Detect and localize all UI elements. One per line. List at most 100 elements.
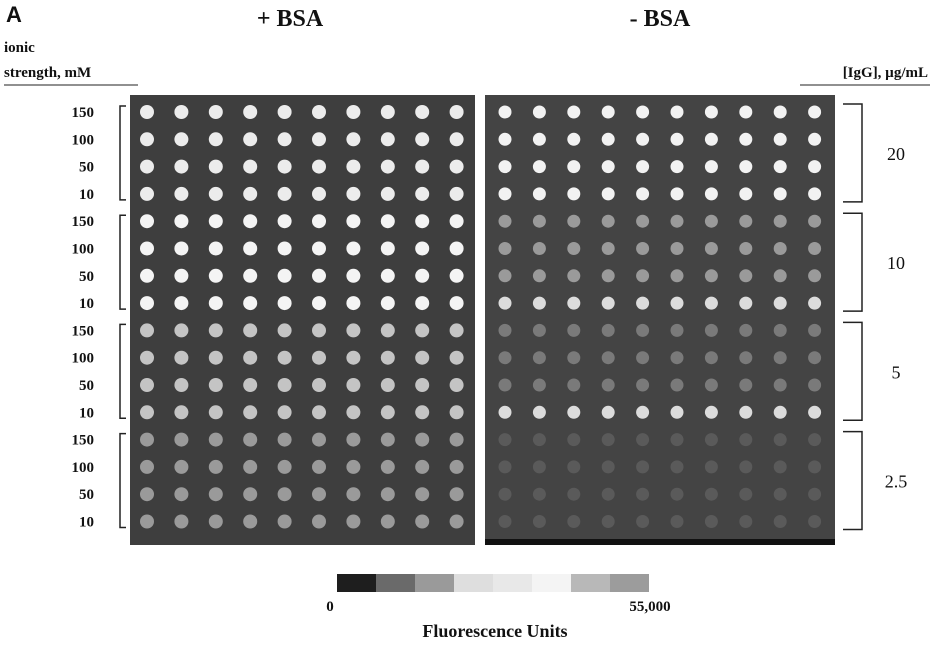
left-axis-label: strength, mM [4, 65, 91, 81]
spot [415, 350, 430, 365]
spot [773, 405, 787, 419]
spot [567, 296, 581, 310]
row-label: 10 [79, 296, 94, 312]
spot [601, 187, 615, 201]
spot [449, 132, 464, 147]
spot [415, 405, 430, 420]
spot [346, 186, 361, 201]
colorbar-title: Fluorescence Units [422, 621, 567, 641]
group-label: 5 [892, 362, 901, 382]
spot [243, 350, 258, 365]
spot [312, 487, 326, 502]
spot [415, 432, 430, 447]
spot [808, 214, 822, 228]
spot [704, 378, 718, 392]
spot [739, 405, 753, 419]
spot [532, 515, 546, 528]
spot [174, 459, 189, 474]
row-label: 10 [79, 515, 94, 531]
spot [636, 132, 650, 146]
panel-title: + BSA [257, 6, 324, 32]
left-axis-label: ionic [4, 40, 35, 56]
spot [346, 323, 361, 338]
spot [312, 459, 326, 474]
bracket [843, 103, 863, 203]
spot [346, 405, 361, 420]
spot [808, 433, 822, 447]
spot [312, 186, 326, 201]
spot [140, 296, 154, 311]
spot [739, 214, 753, 228]
spot [808, 323, 822, 337]
spot [773, 214, 787, 228]
spot [312, 378, 326, 392]
spot [808, 515, 822, 528]
spot [636, 351, 650, 365]
spot [208, 132, 223, 147]
spot [670, 269, 684, 283]
spot [498, 487, 512, 501]
spot [380, 241, 395, 256]
spot [498, 132, 512, 146]
spot [380, 405, 395, 420]
spot [567, 323, 581, 337]
spot [174, 214, 189, 229]
spot [808, 242, 822, 255]
spot [243, 214, 258, 229]
spot [380, 214, 395, 229]
spot [208, 405, 223, 420]
spot [243, 459, 258, 474]
bracket [843, 321, 863, 422]
spot [498, 351, 512, 365]
spot [739, 242, 753, 255]
group-label: 2.5 [885, 472, 908, 492]
spot [532, 487, 546, 501]
spot [773, 433, 787, 447]
spot [346, 350, 361, 365]
row-label: 50 [79, 378, 94, 394]
spot [532, 269, 546, 283]
spot [449, 268, 464, 283]
spot [498, 323, 512, 337]
spot [208, 432, 223, 447]
spot [773, 187, 787, 201]
spot [277, 268, 292, 283]
spot [808, 405, 822, 419]
spot [601, 269, 615, 283]
spot [773, 460, 787, 474]
spot [312, 350, 326, 365]
spot [532, 405, 546, 419]
spot [601, 351, 615, 365]
spot [174, 514, 189, 529]
right-axis-label: [IgG], µg/mL [843, 65, 928, 81]
spot [380, 105, 395, 119]
spot [312, 132, 326, 147]
spot [312, 241, 326, 256]
spot [449, 296, 464, 311]
spot [449, 487, 464, 502]
row-label: 150 [72, 323, 95, 339]
spot [277, 378, 292, 392]
spot [277, 105, 292, 119]
spot [532, 378, 546, 392]
spot [670, 242, 684, 255]
spot [277, 159, 292, 174]
spot [808, 296, 822, 310]
spot [243, 241, 258, 256]
spot [532, 296, 546, 310]
spot [380, 186, 395, 201]
group-label: 20 [887, 144, 905, 164]
spot [808, 351, 822, 365]
spot [704, 242, 718, 255]
spot [174, 487, 189, 502]
spot [243, 159, 258, 174]
spot [277, 432, 292, 447]
spot [208, 514, 223, 529]
group-label: 10 [887, 253, 905, 273]
colorbar-segment [610, 574, 649, 592]
spot [532, 187, 546, 201]
spot [498, 214, 512, 228]
spot [567, 105, 581, 119]
spot [739, 351, 753, 365]
